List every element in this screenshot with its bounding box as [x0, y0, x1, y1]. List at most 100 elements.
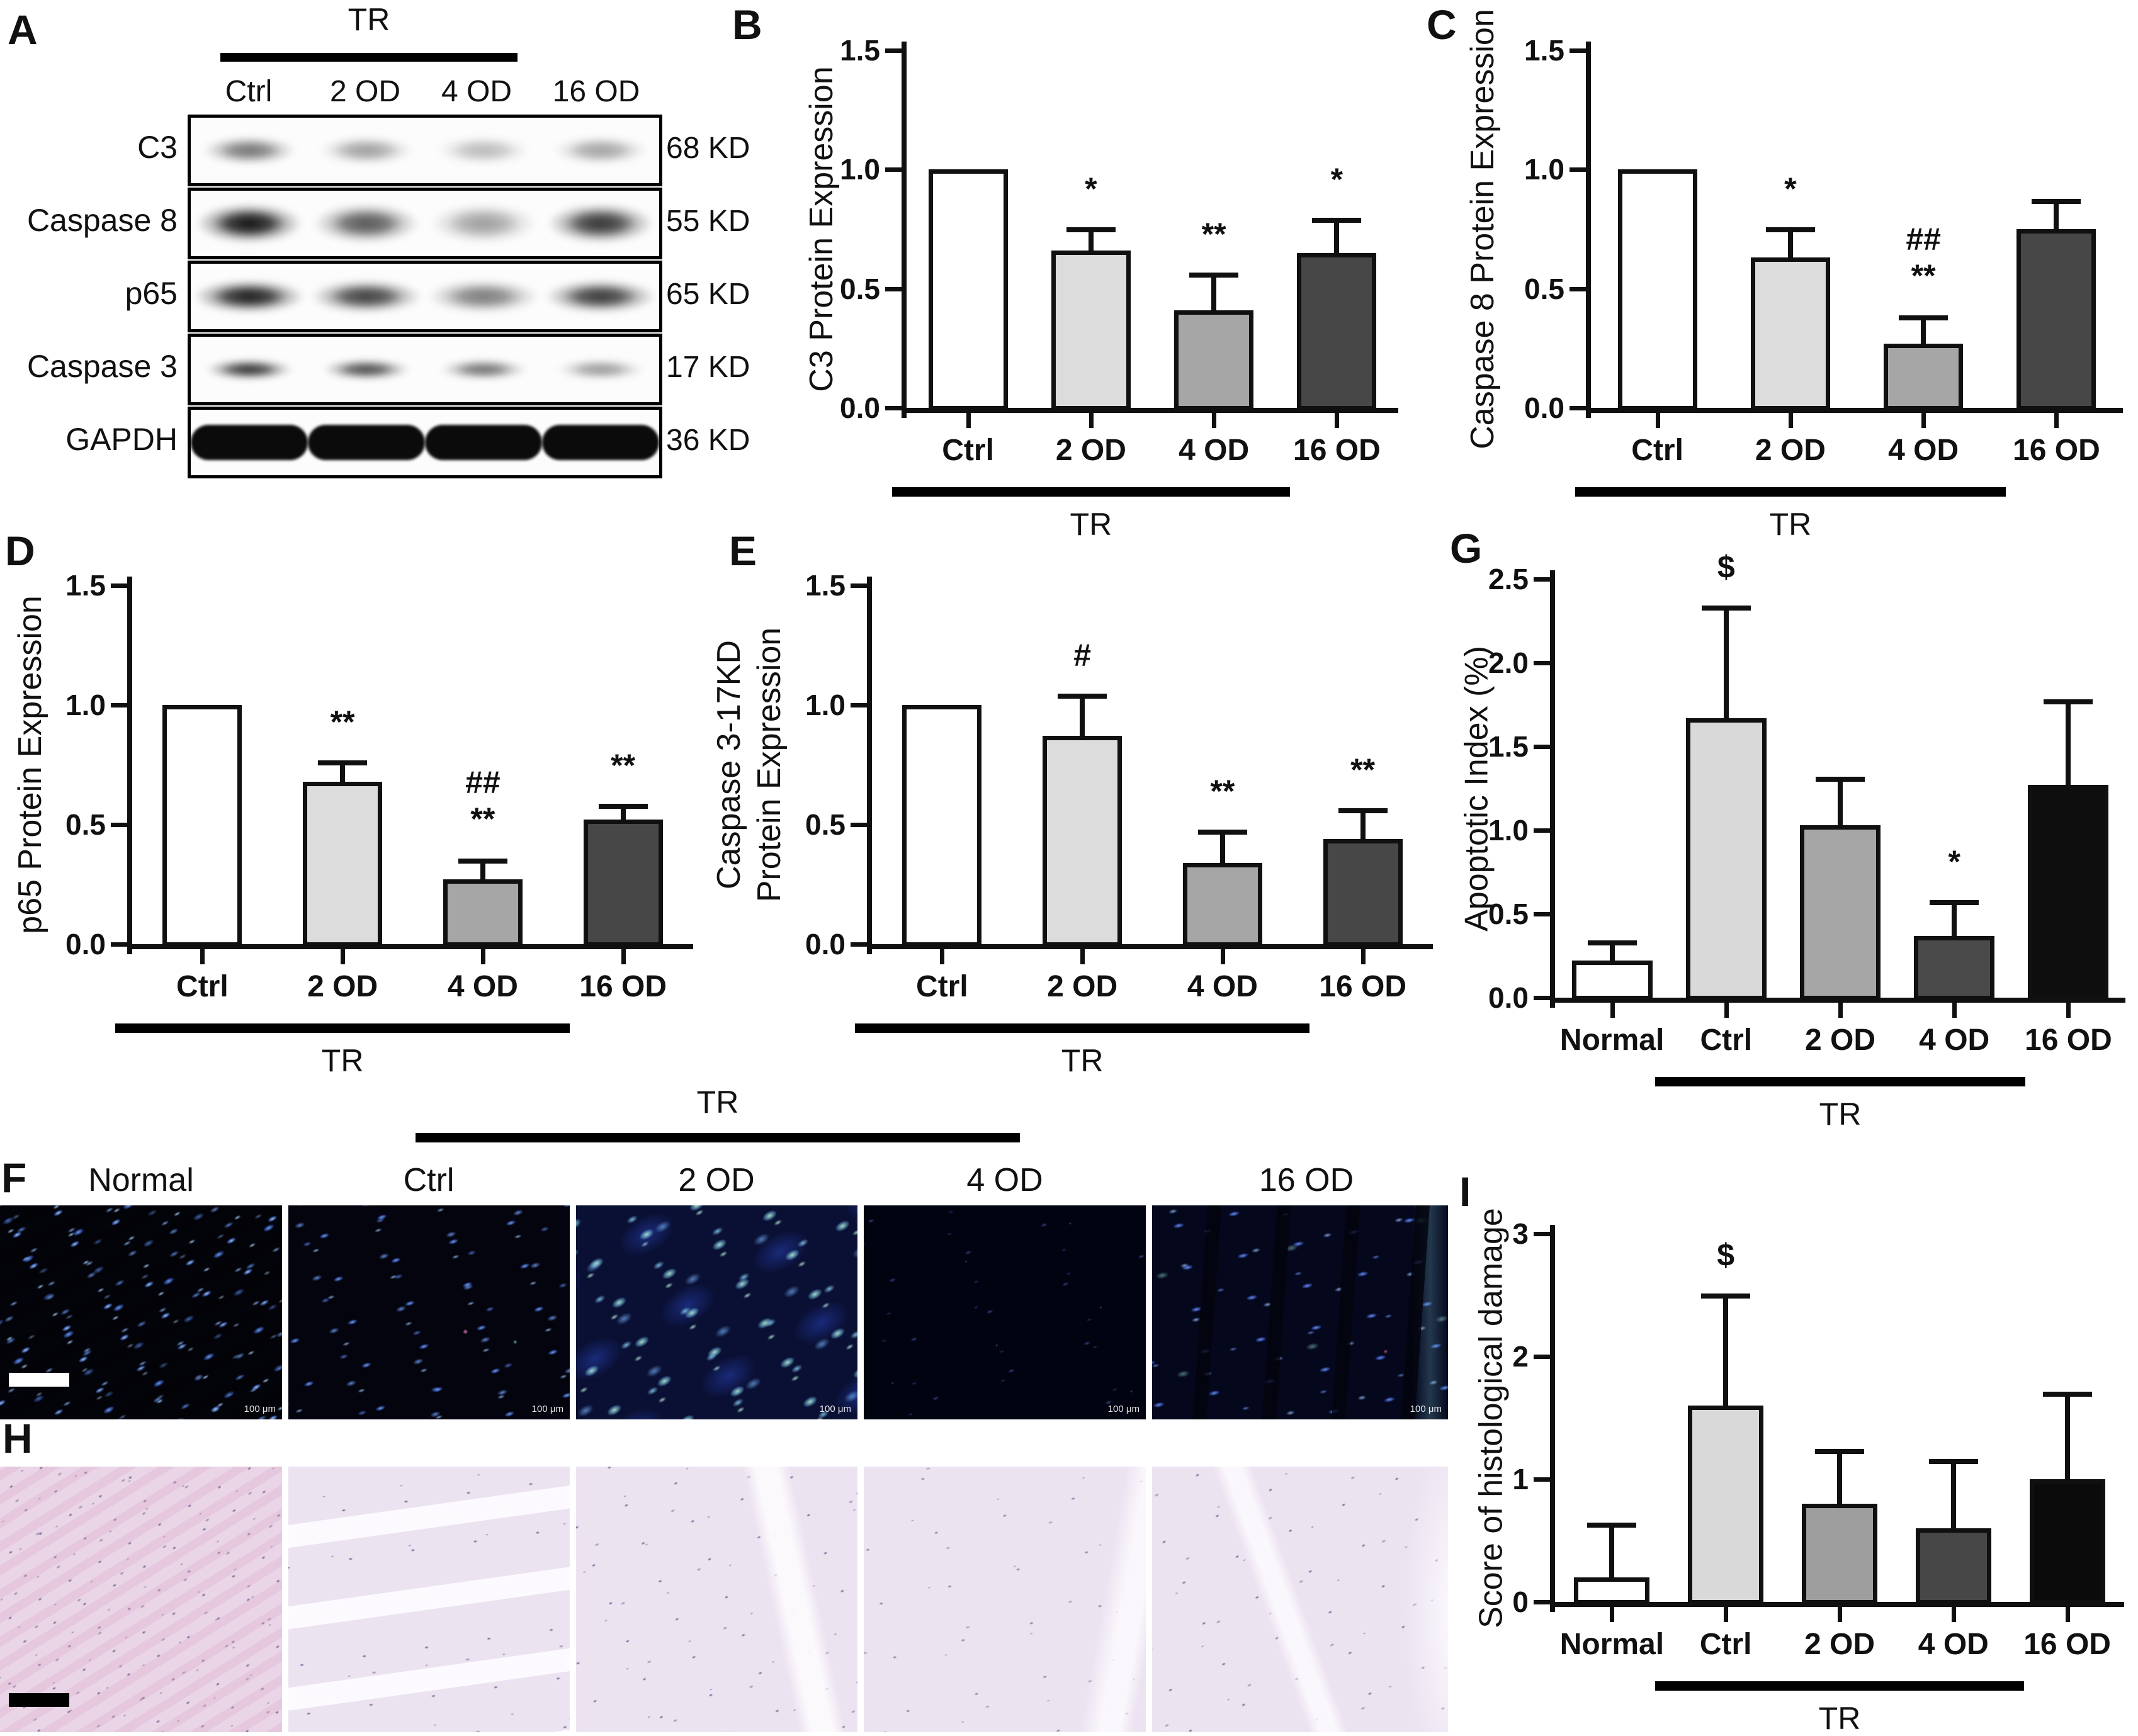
y-tick	[1534, 1232, 1550, 1236]
x-category-label: Normal	[1559, 1628, 1665, 1661]
fluorescence-image-2od: 100 μm	[576, 1205, 857, 1419]
histology-image-4od	[864, 1467, 1146, 1732]
group-label: TR	[1819, 1096, 1862, 1132]
x-category-label: 16 OD	[1319, 970, 1406, 1003]
y-tick	[851, 942, 867, 947]
y-tick	[1570, 406, 1586, 410]
group-underline	[1575, 487, 2006, 497]
lane-label: 4 OD	[441, 75, 512, 108]
error-bar-whisker	[1921, 317, 1926, 344]
x-tick	[200, 949, 205, 964]
significance-symbol: ##	[465, 765, 501, 800]
significance-marker: **	[1138, 218, 1289, 254]
texture-overlay	[1152, 1205, 1448, 1419]
x-tick	[1838, 1607, 1842, 1622]
x-category-label: 16 OD	[2025, 1023, 2112, 1057]
error-bar-whisker	[2054, 200, 2059, 229]
error-bar-whisker	[1952, 902, 1957, 936]
blot-lane	[425, 118, 542, 183]
error-bar-whisker	[1723, 1295, 1729, 1406]
x-axis-line	[867, 944, 1433, 949]
y-axis-title: Score of histological damage	[1473, 1207, 1509, 1628]
x-category-label: 4 OD	[1918, 1628, 1989, 1661]
error-bar-cap	[1058, 693, 1107, 699]
y-tick-label: 0.5	[840, 272, 880, 305]
y-tick	[111, 583, 127, 588]
bar-chart-caspase3-17kd: Caspase 3-17KD Protein Expression 0.0 0.5 1.…	[711, 532, 1448, 1092]
x-tick	[341, 949, 346, 964]
x-axis-line	[902, 408, 1398, 413]
significance-symbol: $	[1717, 550, 1735, 585]
x-axis-line	[1586, 408, 2123, 413]
f-label-4od: 4 OD	[966, 1162, 1043, 1198]
y-tick	[1534, 1600, 1550, 1604]
error-bar-whisker	[1609, 942, 1615, 961]
y-tick-label: 0.5	[1524, 272, 1564, 305]
error-bar-cap	[1701, 606, 1751, 611]
y-axis-spine	[1550, 1225, 1555, 1612]
significance-symbol: *	[1085, 171, 1097, 206]
western-blot-panel: Ctrl 2 OD 4 OD 16 OD C3 68 KD Caspase 8 55 KD p6…	[0, 0, 750, 510]
y-tick-label: 0.0	[805, 928, 846, 961]
bar-chart-histological-damage: Score of histological damage 0 1 2 3 Normal $ C…	[1461, 1168, 2138, 1736]
group-label: TR	[1070, 507, 1112, 542]
x-tick	[1610, 1003, 1615, 1018]
histology-image-16od	[1152, 1467, 1448, 1732]
x-tick	[940, 949, 945, 964]
blot-lane	[191, 410, 308, 475]
significance-symbol: ##	[1906, 222, 1941, 257]
bar	[2028, 785, 2109, 1000]
protein-band	[545, 279, 657, 313]
panel-f-group-label: TR	[696, 1085, 739, 1120]
protein-band	[553, 136, 648, 165]
error-bar-whisker	[1211, 274, 1217, 310]
y-tick	[885, 406, 902, 410]
protein-band	[557, 359, 645, 380]
significance-symbol: **	[1350, 752, 1376, 788]
y-tick-label: 0	[1512, 1586, 1529, 1618]
error-bar-cap	[1587, 940, 1637, 946]
significance-marker: *	[1261, 163, 1412, 200]
blot-row-label: Caspase 8	[26, 203, 178, 238]
error-bar-cap	[318, 760, 368, 766]
y-axis-spine	[867, 577, 872, 954]
x-tick	[1788, 413, 1793, 428]
group-underline	[1655, 1681, 2024, 1691]
y-tick-label: 1.5	[1488, 730, 1529, 763]
significance-symbol: **	[1911, 258, 1936, 294]
y-tick	[1534, 996, 1550, 1000]
x-tick	[1080, 949, 1085, 964]
scale-text: 100 μm	[819, 1404, 851, 1414]
histology-image-2od	[576, 1467, 857, 1732]
bar	[1802, 1504, 1877, 1604]
panel-letter-f: F	[1, 1154, 27, 1201]
error-bar-cap	[1066, 227, 1116, 232]
y-tick-label: 0.0	[65, 928, 106, 961]
bar	[1174, 310, 1254, 410]
x-tick	[1089, 413, 1094, 428]
protein-band	[191, 425, 308, 460]
y-tick	[1570, 167, 1586, 172]
y-tick	[1570, 286, 1586, 291]
bar	[443, 879, 523, 947]
x-tick	[1838, 1003, 1843, 1018]
y-tick	[1534, 577, 1550, 582]
significance-marker: **	[267, 706, 418, 742]
error-bar-cap	[1930, 900, 1979, 906]
significance-marker: #	[1007, 639, 1158, 675]
x-category-label: 2 OD	[1055, 434, 1126, 467]
molecular-weight-label: 55 KD	[666, 205, 750, 238]
error-bar-whisker	[1950, 1460, 1956, 1528]
protein-band	[193, 279, 305, 313]
panel-letter-h: H	[3, 1415, 33, 1462]
error-bar-whisker	[1360, 810, 1366, 839]
x-tick	[2065, 1607, 2070, 1622]
y-tick-label: 2	[1512, 1340, 1529, 1373]
error-bar-cap	[458, 859, 507, 864]
y-tick-label: 1	[1512, 1463, 1529, 1496]
y-tick-label: 1.0	[1488, 814, 1529, 847]
y-axis-title: Caspase 3-17KD	[711, 640, 747, 889]
protein-band	[319, 136, 414, 165]
bar	[1688, 1406, 1764, 1604]
y-tick-label: 1.5	[840, 34, 880, 67]
